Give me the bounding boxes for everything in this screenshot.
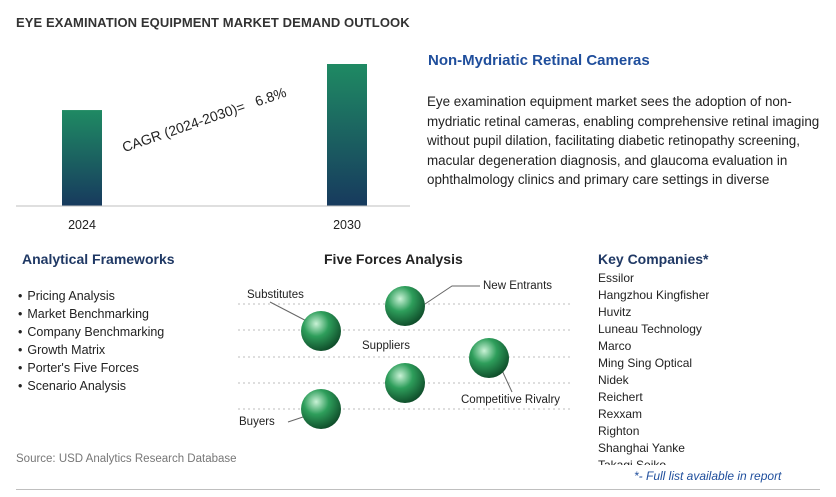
five-forces-title: Five Forces Analysis: [324, 251, 463, 267]
bottom-divider: [16, 489, 820, 490]
company-item: Hangzhou Kingfisher: [598, 288, 710, 302]
companies-title: Key Companies*: [598, 251, 709, 267]
company-item: Ming Sing Optical: [598, 356, 693, 370]
five-forces-diagram: Substitutes New Entrants Suppliers Compe…: [238, 280, 570, 429]
connector-line: [421, 285, 480, 307]
framework-item: Pricing Analysis: [18, 287, 164, 305]
company-item: Rexxam: [598, 407, 643, 421]
substitutes-sphere: [301, 311, 341, 351]
companies-note: *- Full list available in report: [634, 469, 782, 483]
bar-2024: [62, 110, 102, 206]
force-label-substitutes: Substitutes: [247, 289, 304, 301]
bar-chart: 2024 2030: [16, 64, 410, 232]
company-item: Marco: [598, 339, 632, 353]
company-item: Shanghai Yanke: [598, 441, 685, 455]
company-item: Reichert: [598, 390, 643, 404]
company-item: Essilor: [598, 271, 635, 285]
company-item: Righton: [598, 424, 640, 438]
buyers-sphere: [301, 389, 341, 429]
frameworks-list: Pricing Analysis Market Benchmarking Com…: [18, 287, 164, 395]
suppliers-sphere: [385, 363, 425, 403]
framework-item: Growth Matrix: [18, 341, 164, 359]
force-label-new-entrants: New Entrants: [483, 280, 552, 292]
x-tick-label: 2030: [333, 218, 361, 232]
company-item: Luneau Technology: [598, 322, 702, 336]
frameworks-title: Analytical Frameworks: [22, 251, 175, 267]
company-item: Takagi Seiko: [598, 458, 667, 465]
company-item: Huvitz: [598, 305, 632, 319]
force-label-buyers: Buyers: [239, 416, 275, 428]
force-label-competitive-rivalry: Competitive Rivalry: [461, 394, 560, 406]
bar-2030: [327, 64, 367, 206]
highlight-title: Non-Mydriatic Retinal Cameras: [428, 52, 650, 69]
force-label-suppliers: Suppliers: [362, 340, 410, 352]
framework-item: Scenario Analysis: [18, 377, 164, 395]
framework-item: Market Benchmarking: [18, 305, 164, 323]
highlight-body: Eye examination equipment market sees th…: [427, 94, 820, 187]
companies-list: Essilor Hangzhou Kingfisher Huvitz Lunea…: [598, 270, 709, 465]
rivalry-sphere: [469, 338, 509, 378]
company-item: Nidek: [598, 373, 629, 387]
page-title: EYE EXAMINATION EQUIPMENT MARKET DEMAND …: [16, 15, 410, 30]
source-note: Source: USD Analytics Research Database: [16, 453, 237, 465]
x-tick-label: 2024: [68, 218, 96, 232]
framework-item: Company Benchmarking: [18, 323, 164, 341]
framework-item: Porter's Five Forces: [18, 359, 164, 377]
new-entrants-sphere: [385, 286, 425, 326]
